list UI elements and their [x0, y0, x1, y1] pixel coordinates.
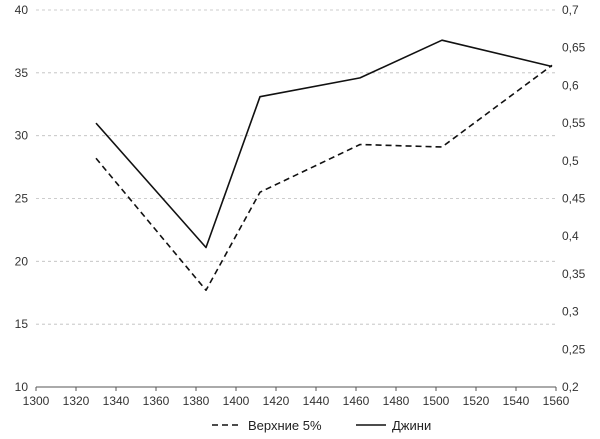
x-tick-label: 1380 [183, 394, 210, 408]
x-tick-label: 1420 [263, 394, 290, 408]
series-lines [95, 39, 553, 292]
series-line-gini [95, 39, 553, 249]
left-tick-label: 30 [15, 129, 29, 143]
x-axis-ticks: 1300 1320 1340 1360 1380 1400 1420 1440 1460 1480… [23, 387, 570, 408]
right-tick-label: 0,3 [562, 305, 579, 319]
x-tick-label: 1320 [63, 394, 90, 408]
x-tick-label: 1500 [423, 394, 450, 408]
series-line-top5 [95, 64, 553, 292]
left-tick-label: 40 [15, 3, 29, 17]
right-tick-label: 0,6 [562, 78, 579, 92]
right-tick-label: 0,35 [562, 267, 586, 281]
grid-lines [36, 9, 556, 325]
right-tick-label: 0,45 [562, 192, 586, 206]
x-tick-label: 1340 [103, 394, 130, 408]
left-tick-label: 10 [15, 380, 29, 394]
left-tick-label: 35 [15, 66, 29, 80]
legend-label-top5: Верхние 5% [248, 418, 322, 433]
x-tick-label: 1460 [343, 394, 370, 408]
left-tick-label: 15 [15, 317, 29, 331]
right-tick-label: 0,55 [562, 116, 586, 130]
x-tick-label: 1360 [143, 394, 170, 408]
right-tick-label: 0,7 [562, 3, 579, 17]
legend-label-gini: Джини [392, 418, 431, 433]
x-tick-label: 1520 [463, 394, 490, 408]
x-tick-label: 1440 [303, 394, 330, 408]
x-tick-label: 1300 [23, 394, 50, 408]
x-tick-label: 1400 [223, 394, 250, 408]
right-tick-label: 0,5 [562, 154, 579, 168]
x-tick-label: 1560 [543, 394, 570, 408]
left-y-axis-ticks: 10 15 20 25 30 35 40 [15, 3, 29, 394]
right-tick-label: 0,65 [562, 41, 586, 55]
left-tick-label: 25 [15, 192, 29, 206]
legend: Верхние 5% Джини [212, 418, 431, 433]
x-tick-label: 1540 [503, 394, 530, 408]
right-tick-label: 0,2 [562, 380, 579, 394]
x-tick-label: 1480 [383, 394, 410, 408]
right-y-axis-ticks: 0,2 0,25 0,3 0,35 0,4 0,45 0,5 0,55 0,6 0,65 0,7 [562, 3, 586, 394]
left-tick-label: 20 [15, 254, 29, 268]
right-tick-label: 0,4 [562, 229, 579, 243]
right-tick-label: 0,25 [562, 342, 586, 356]
